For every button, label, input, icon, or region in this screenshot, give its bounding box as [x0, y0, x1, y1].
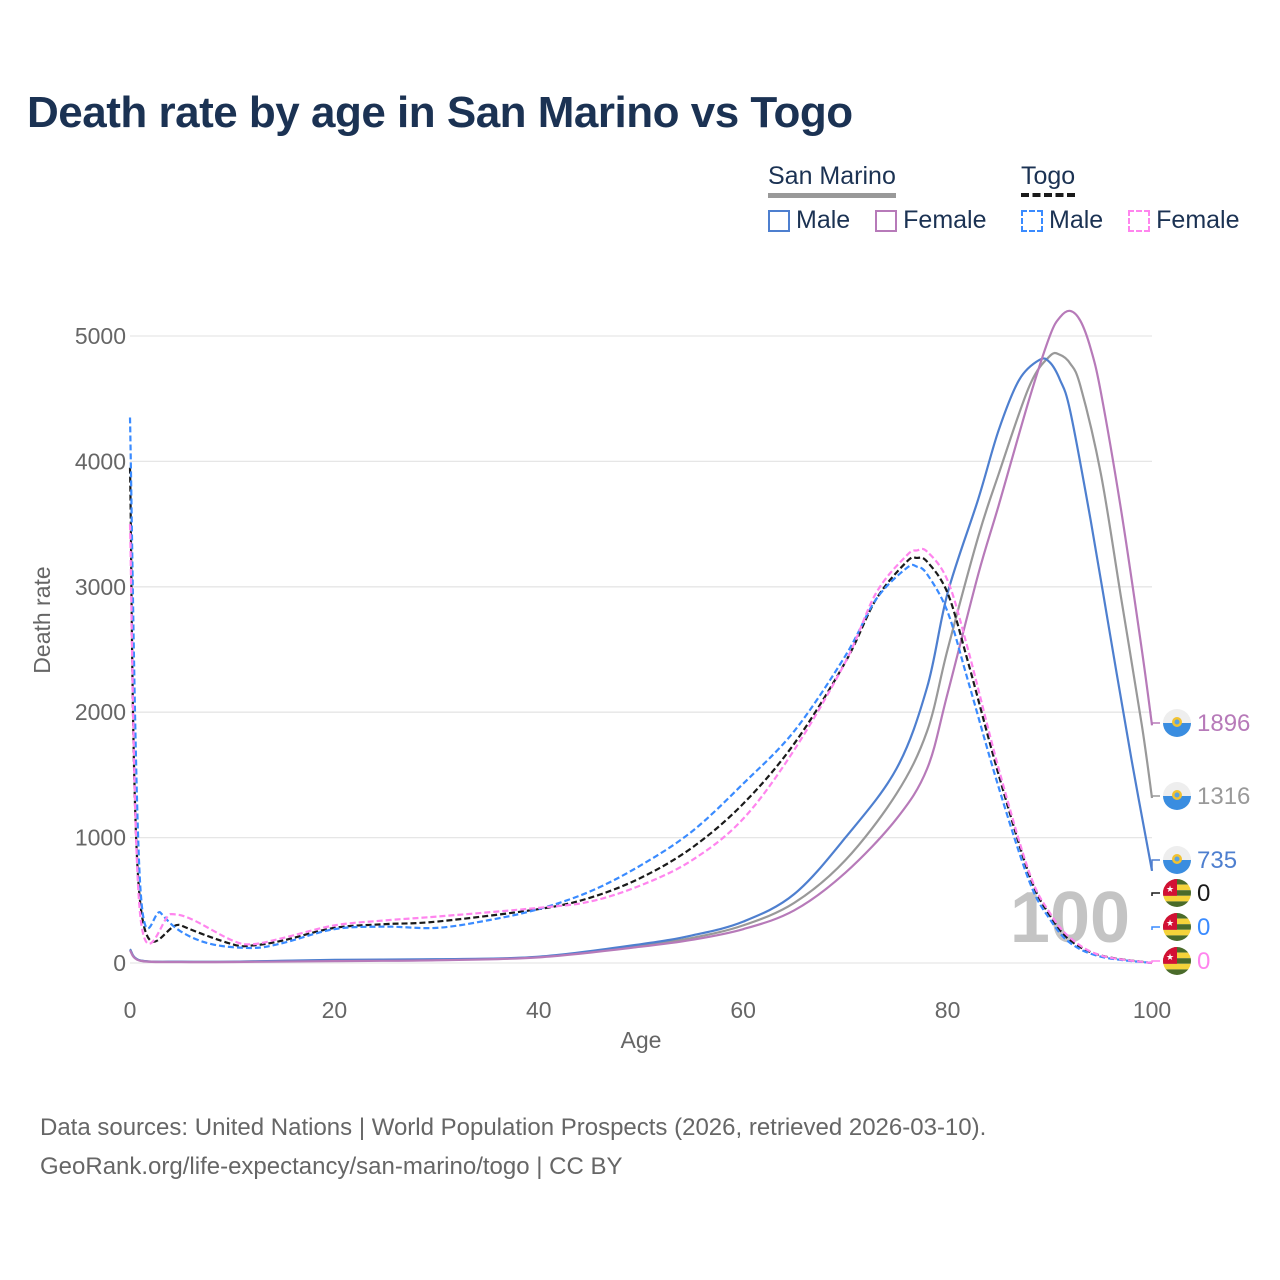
- source-note: Data sources: United Nations | World Pop…: [40, 1108, 986, 1186]
- x-tick-label: 40: [526, 997, 552, 1023]
- legend-label: Female: [1156, 206, 1240, 234]
- y-tick-label: 1000: [75, 825, 126, 851]
- svg-text:★: ★: [1166, 952, 1174, 962]
- series-line-san-marino-total[interactable]: [129, 351, 1154, 964]
- end-label: 735: [1151, 846, 1237, 874]
- end-label: ★ 0: [1151, 879, 1210, 907]
- x-tick-label: 80: [935, 997, 961, 1023]
- legend-swatch: [1128, 209, 1151, 232]
- x-tick-label: 100: [1133, 997, 1171, 1023]
- y-tick-label: 3000: [75, 574, 126, 600]
- legend-item-togo-male[interactable]: Male: [1021, 206, 1103, 235]
- end-value-label: 0: [1197, 948, 1210, 975]
- svg-text:★: ★: [1166, 918, 1174, 928]
- end-value-label: 1316: [1197, 783, 1250, 810]
- end-value-label: 735: [1197, 847, 1237, 874]
- end-label: 1316: [1151, 782, 1250, 810]
- togo-flag-icon: ★: [1163, 947, 1191, 975]
- end-value-label: 0: [1197, 914, 1210, 941]
- series-line-togo-female[interactable]: [128, 524, 1153, 965]
- end-label: 1896: [1151, 709, 1250, 737]
- togo-flag-icon: ★: [1163, 879, 1191, 907]
- series-line-san-marino-male[interactable]: [129, 357, 1154, 964]
- legend-label: Male: [796, 206, 851, 234]
- legend-swatch: [768, 209, 790, 232]
- svg-text:★: ★: [1166, 884, 1174, 894]
- x-tick-label: 60: [730, 997, 756, 1023]
- y-tick-label: 0: [113, 950, 126, 976]
- togo-flag-icon: ★: [1163, 913, 1191, 941]
- end-value-label: 1896: [1197, 710, 1250, 737]
- legend-item-togo-female[interactable]: Female: [1128, 206, 1240, 235]
- source-line-2[interactable]: GeoRank.org/life-expectancy/san-marino/t…: [40, 1153, 623, 1180]
- legend-group-title: San Marino: [768, 162, 896, 198]
- legend-label: Male: [1049, 206, 1104, 234]
- y-tick-label: 5000: [75, 323, 126, 349]
- chart-title: Death rate by age in San Marino vs Togo: [27, 88, 853, 137]
- y-axis-label: Death rate: [29, 566, 55, 673]
- x-axis-label: Age: [621, 1027, 662, 1053]
- legend-label: Female: [903, 206, 987, 234]
- legend-swatch: [1021, 209, 1043, 232]
- series-line-togo-male[interactable]: [128, 417, 1153, 965]
- x-tick-label: 0: [124, 997, 137, 1023]
- x-tick-label: 20: [322, 997, 348, 1023]
- legend-group-title: Togo: [1021, 162, 1076, 197]
- y-tick-label: 2000: [75, 699, 126, 725]
- y-tick-label: 4000: [75, 448, 126, 474]
- legend-item-san-marino-male[interactable]: Male: [768, 206, 850, 235]
- end-label: ★ 0: [1151, 913, 1210, 941]
- legend-group-san-marino: San Marino Male Female: [768, 162, 987, 234]
- legend-swatch: [875, 209, 898, 232]
- series-line-san-marino-female[interactable]: [129, 309, 1154, 964]
- legend-item-san-marino-female[interactable]: Female: [875, 206, 987, 235]
- source-line-1: Data sources: United Nations | World Pop…: [40, 1114, 987, 1141]
- series-line-togo-total[interactable]: [128, 467, 1153, 965]
- legend-group-togo: Togo Male Female: [1021, 162, 1240, 234]
- watermark-year: 100: [1010, 878, 1130, 958]
- end-value-label: 0: [1197, 880, 1210, 907]
- end-label: ★ 0: [1151, 947, 1210, 975]
